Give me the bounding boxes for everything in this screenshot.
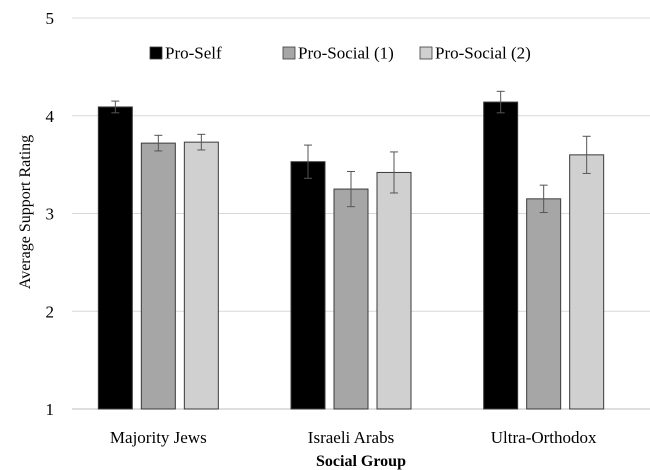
x-tick-label: Ultra-Orthodox: [491, 428, 597, 447]
legend-label: Pro-Social (1): [298, 44, 394, 63]
legend-swatch: [419, 46, 433, 60]
y-tick-label: 4: [46, 107, 55, 126]
legend-swatch: [282, 46, 296, 60]
x-axis-title: Social Group: [316, 453, 406, 470]
x-tick-label: Israeli Arabs: [308, 428, 394, 447]
bar: [140, 142, 176, 410]
bar: [183, 141, 219, 410]
legend-label: Pro-Social (2): [435, 44, 531, 63]
bar: [376, 171, 412, 410]
legend-label: Pro-Self: [165, 44, 222, 63]
bar: [290, 161, 326, 410]
y-tick-label: 3: [46, 205, 55, 224]
bar: [333, 188, 369, 410]
bar: [569, 154, 605, 410]
y-axis-ticks: 1 2 3 4 5: [46, 9, 55, 419]
bars: [97, 101, 605, 410]
y-tick-label: 2: [46, 302, 55, 321]
bar: [97, 106, 133, 410]
x-tick-label: Majority Jews: [110, 428, 207, 447]
y-tick-label: 1: [46, 400, 55, 419]
bar: [526, 198, 562, 410]
y-tick-label: 5: [46, 9, 55, 28]
x-axis-ticks: Majority Jews Israeli Arabs Ultra-Orthodox: [110, 428, 597, 447]
bar: [483, 101, 519, 410]
legend-swatch: [149, 46, 163, 60]
y-axis-title: Average Support Rating: [17, 135, 34, 289]
error-bars: [111, 90, 591, 214]
legend: Pro-Self Pro-Social (1) Pro-Social (2): [149, 44, 531, 63]
